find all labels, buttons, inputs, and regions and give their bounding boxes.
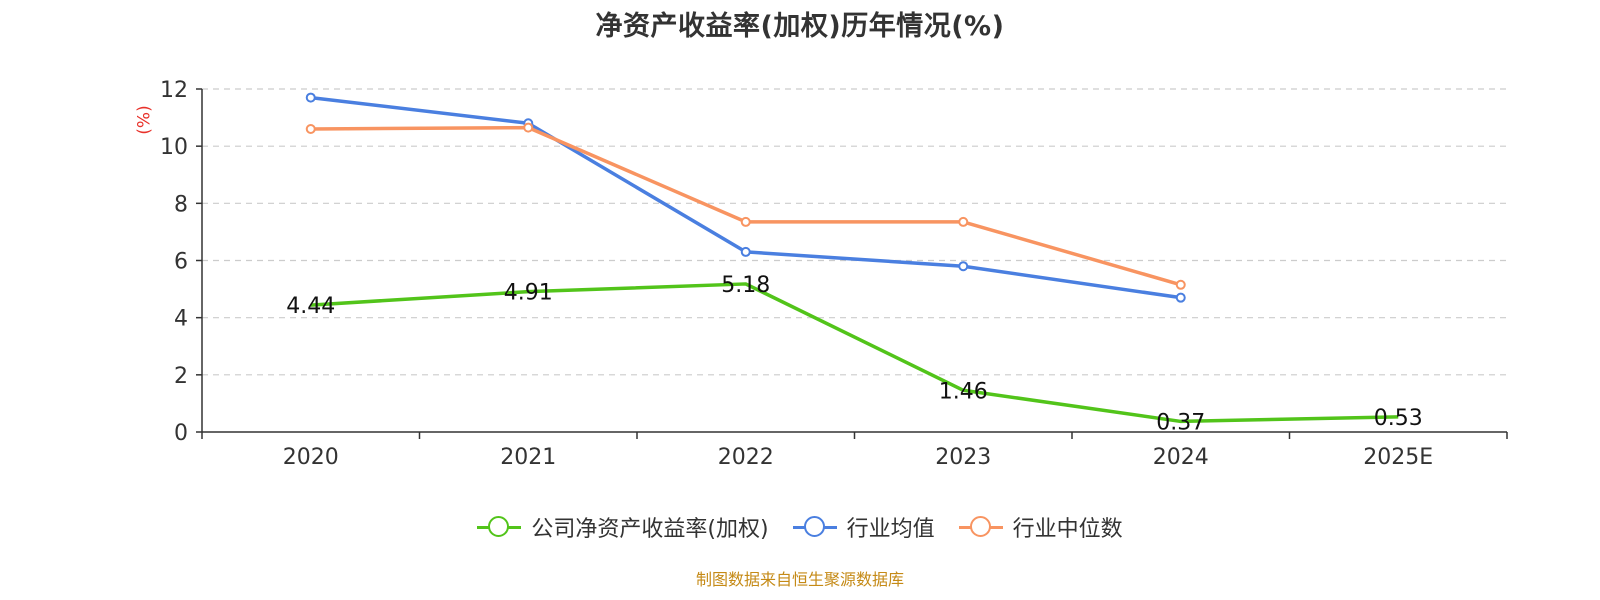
legend-item-company-roe[interactable]: 公司净资产收益率(加权) — [477, 511, 769, 543]
data-point-industry-median-2021 — [523, 122, 534, 133]
y-tick-label-4: 4 — [174, 307, 188, 332]
y-tick-label-12: 12 — [160, 78, 188, 103]
x-tick-label-2024: 2024 — [1153, 445, 1209, 470]
legend-label-industry-median: 行业中位数 — [1012, 517, 1123, 542]
data-point-industry-average-2022 — [740, 246, 751, 257]
data-label-company-roe-2025E: 0.53 — [1374, 406, 1423, 431]
y-tick-label-10: 10 — [160, 135, 188, 160]
chart-title: 净资产收益率(加权)历年情况(%) — [595, 11, 1005, 42]
x-tick-label-2021: 2021 — [500, 445, 556, 470]
legend-swatch-industry-average — [792, 516, 837, 538]
data-point-industry-median-2023 — [958, 216, 969, 227]
data-point-industry-average-2023 — [958, 261, 969, 272]
data-point-industry-average-2024 — [1175, 292, 1186, 303]
data-point-industry-median-2024 — [1175, 279, 1186, 290]
legend-swatch-industry-median — [958, 516, 1003, 538]
x-tick-label-2020: 2020 — [283, 445, 339, 470]
data-source-note: 制图数据来自恒生聚源数据库 — [695, 570, 904, 589]
data-label-company-roe-2022: 5.18 — [721, 273, 770, 298]
legend-item-industry-median[interactable]: 行业中位数 — [958, 511, 1123, 543]
y-tick-label-6: 6 — [174, 250, 188, 275]
data-label-company-roe-2020: 4.44 — [286, 294, 335, 319]
y-tick-label-0: 0 — [174, 421, 188, 446]
legend-label-industry-average: 行业均值 — [846, 517, 935, 542]
y-tick-label-8: 8 — [174, 192, 188, 217]
legend-item-industry-average[interactable]: 行业均值 — [792, 511, 935, 543]
legend-label-company-roe: 公司净资产收益率(加权) — [531, 517, 769, 542]
x-tick-label-2022: 2022 — [718, 445, 774, 470]
data-point-industry-median-2022 — [740, 216, 751, 227]
y-tick-label-2: 2 — [174, 364, 188, 389]
x-tick-label-2023: 2023 — [935, 445, 991, 470]
legend-swatch-company-roe — [477, 516, 522, 538]
data-point-industry-median-2020 — [305, 124, 316, 135]
series-line-industry-median — [310, 125, 1182, 287]
chart-legend: 公司净资产收益率(加权) 行业均值 行业中位数 — [0, 511, 1600, 543]
data-label-company-roe-2023: 1.46 — [939, 379, 988, 404]
data-label-company-roe-2024: 0.37 — [1156, 410, 1205, 435]
x-tick-label-2025E: 2025E — [1363, 445, 1433, 470]
data-point-industry-average-2020 — [305, 92, 316, 103]
series-line-company-roe — [310, 282, 1399, 424]
data-label-company-roe-2021: 4.91 — [504, 281, 553, 306]
